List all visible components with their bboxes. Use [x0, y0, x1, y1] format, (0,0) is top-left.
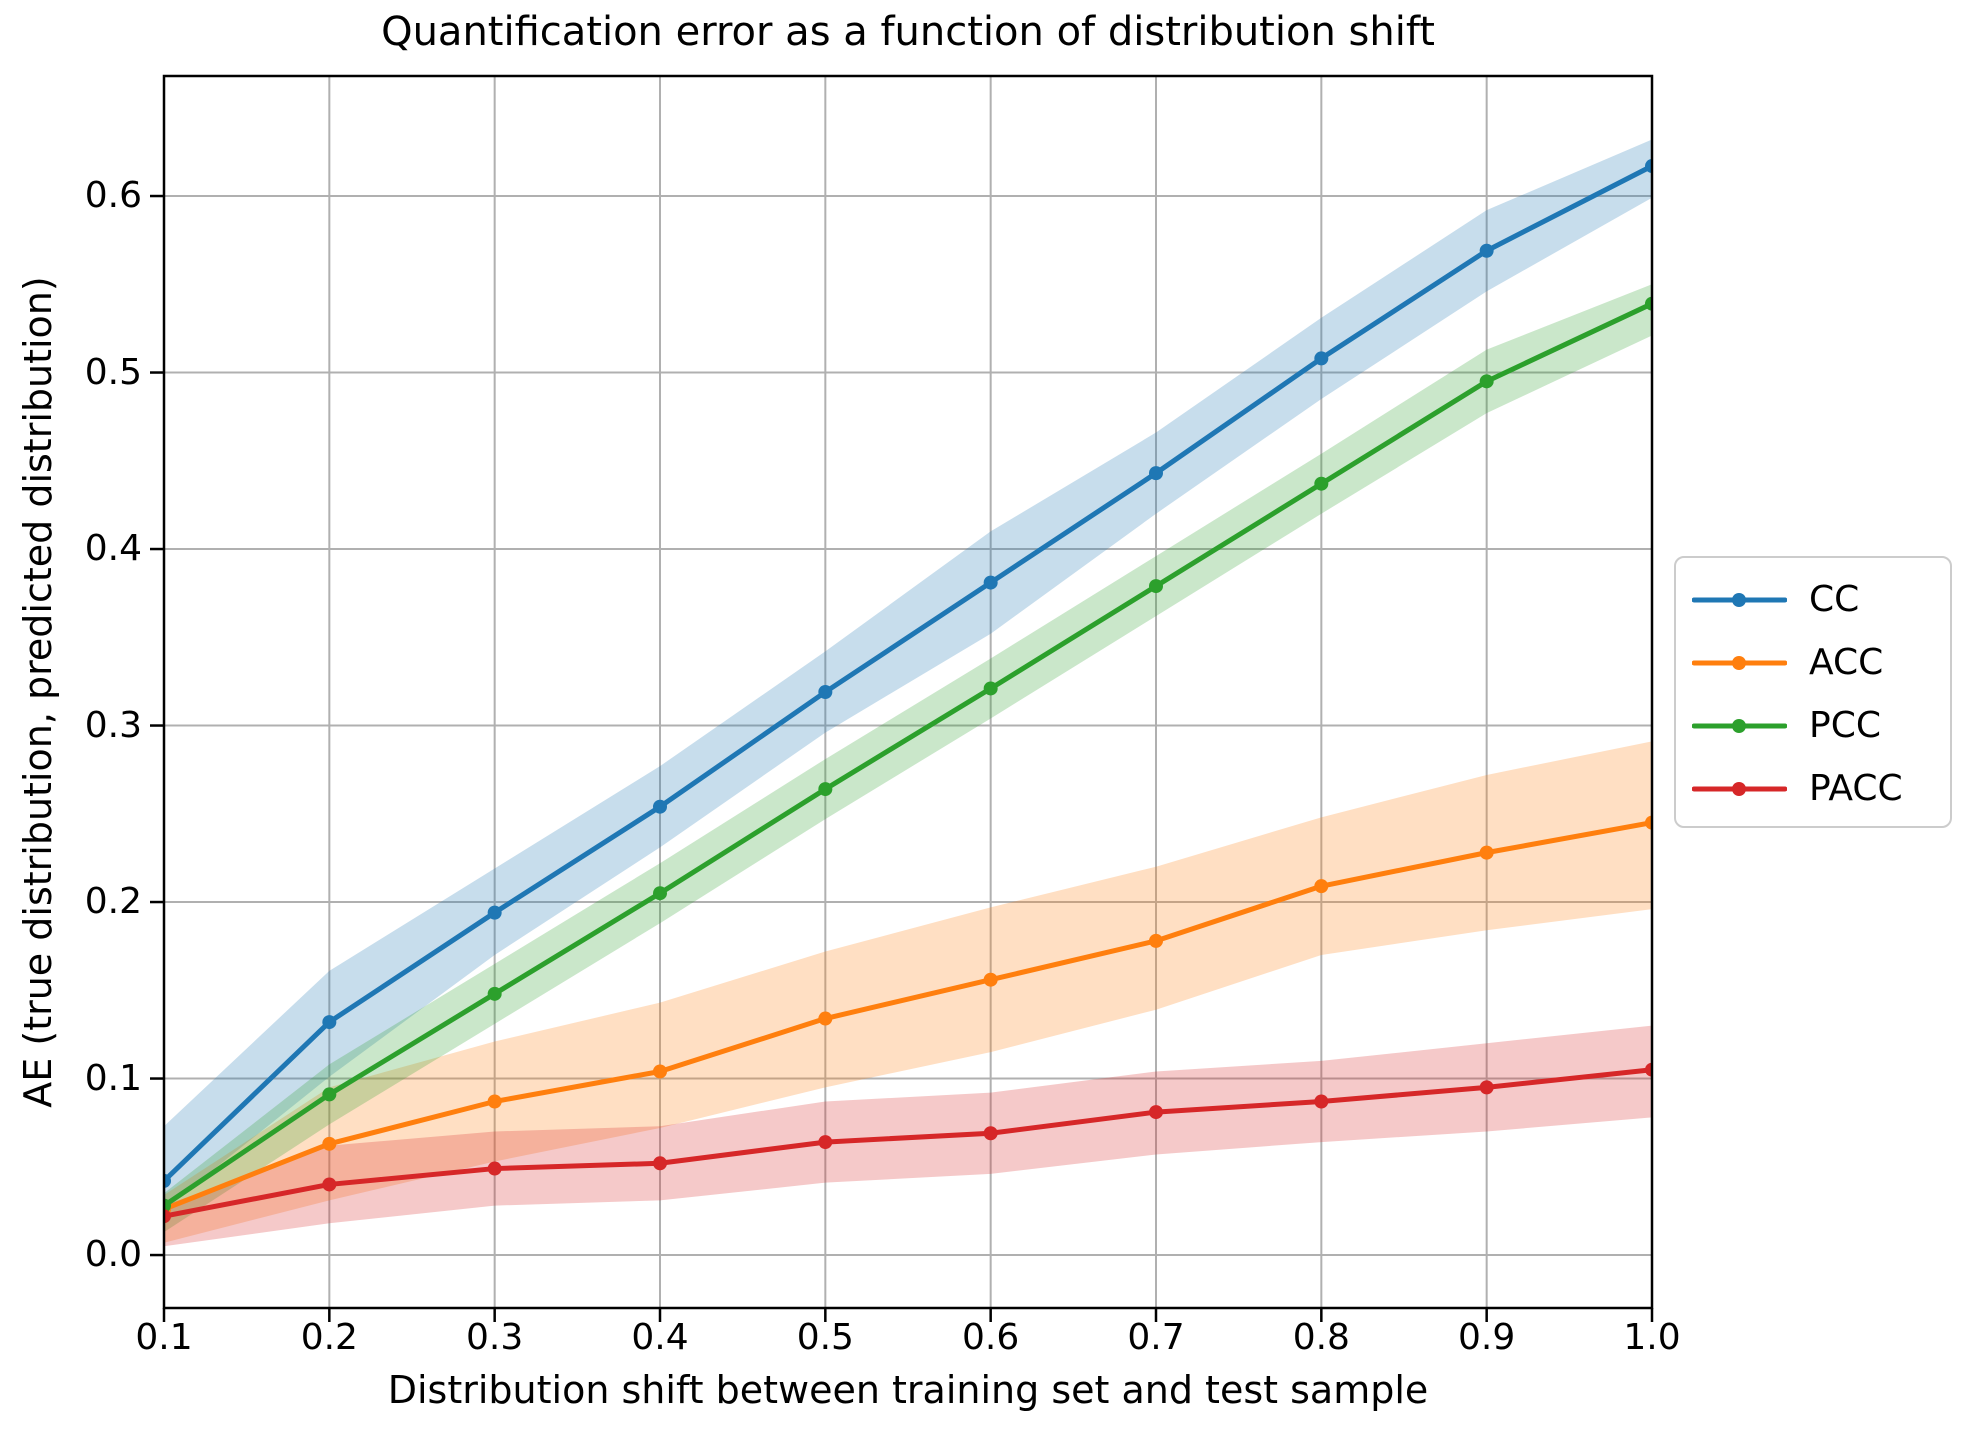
legend-line-sample [1692, 781, 1787, 796]
x-tick-label: 0.2 [300, 1317, 358, 1358]
data-point-ACC [1645, 815, 1652, 830]
data-point-ACC [818, 1011, 833, 1026]
y-tick-label: 0.2 [84, 881, 142, 923]
x-tick-label: 0.3 [466, 1317, 524, 1358]
data-point-CC [818, 685, 833, 699]
data-point-CC [1479, 243, 1494, 258]
data-point-PCC [164, 1198, 171, 1213]
data-point-PACC [983, 1126, 998, 1141]
data-point-PACC [1479, 1080, 1494, 1095]
legend-label: PCC [1809, 705, 1881, 746]
legend-line-sample [1692, 592, 1787, 607]
data-point-CC [653, 799, 667, 814]
series-band-ACC [164, 741, 1652, 1243]
data-point-CC [983, 575, 998, 590]
y-tick-label: 0.5 [84, 351, 142, 393]
series-line-ACC [164, 820, 1652, 1212]
series-band-PCC [164, 284, 1652, 1233]
legend-item-PCC: PCC [1692, 694, 1950, 757]
data-point-ACC [653, 1064, 667, 1079]
data-point-PCC [322, 1087, 337, 1102]
data-point-PACC [1149, 1105, 1163, 1120]
data-point-PACC [1314, 1094, 1329, 1109]
data-point-PCC [818, 782, 833, 797]
x-tick-label: 0.7 [1127, 1317, 1185, 1358]
data-point-PACC [818, 1135, 833, 1150]
legend: CC ACC PCC PACC [1674, 556, 1952, 828]
data-point-PACC [653, 1156, 667, 1171]
legend-item-CC: CC [1692, 568, 1950, 631]
data-point-CC [1314, 351, 1329, 366]
x-axis-label: Distribution shift between training set … [387, 1368, 1429, 1412]
series-line-PACC [164, 1067, 1652, 1219]
axes-spines [162, 74, 1654, 1310]
data-point-PACC [164, 1209, 171, 1224]
legend-label: CC [1809, 579, 1860, 620]
data-point-ACC [1314, 879, 1329, 894]
legend-line-sample [1692, 718, 1787, 733]
x-tick-label: 0.9 [1458, 1317, 1516, 1358]
data-point-ACC [983, 972, 998, 987]
data-point-ACC [1479, 845, 1494, 860]
x-tick-label: 0.4 [631, 1317, 689, 1358]
y-tick-label: 0.4 [84, 528, 142, 570]
plot-area [150, 74, 1654, 1322]
y-tick-label: 0.1 [84, 1057, 142, 1099]
x-tick-label: 0.6 [962, 1317, 1020, 1358]
data-point-CC [1645, 159, 1652, 174]
series-line-PCC [164, 301, 1652, 1209]
x-tick-label: 0.1 [135, 1317, 193, 1358]
data-point-PCC [1479, 374, 1494, 389]
data-point-ACC [322, 1136, 337, 1151]
y-tick-label: 0.3 [84, 704, 142, 746]
data-point-PCC [653, 886, 667, 901]
data-point-ACC [1149, 933, 1163, 948]
y-axis-label: AE (true distribution, predicted distrib… [16, 276, 60, 1108]
data-point-PACC [1645, 1062, 1652, 1077]
legend-item-PACC: PACC [1692, 757, 1950, 820]
data-point-PACC [322, 1177, 337, 1192]
x-tick-label: 0.8 [1292, 1317, 1350, 1358]
data-point-CC [487, 905, 502, 920]
legend-item-ACC: ACC [1692, 631, 1950, 694]
chart-title: Quantification error as a function of di… [381, 9, 1435, 55]
series-band-CC [164, 139, 1652, 1210]
y-tick-label: 0.6 [84, 175, 142, 217]
data-point-CC [322, 1015, 337, 1030]
data-point-PACC [487, 1161, 502, 1176]
legend-label: ACC [1809, 642, 1884, 683]
x-tick-label: 0.5 [796, 1317, 854, 1358]
data-point-CC [1149, 466, 1163, 481]
data-point-ACC [487, 1094, 502, 1109]
data-point-PCC [1149, 579, 1163, 594]
y-tick-label: 0.0 [84, 1234, 142, 1276]
legend-label: PACC [1809, 768, 1903, 809]
x-tick-label: 1.0 [1623, 1317, 1681, 1358]
data-point-PCC [487, 986, 502, 1001]
data-point-PCC [983, 681, 998, 696]
series-line-CC [164, 163, 1652, 1184]
data-point-CC [164, 1173, 171, 1188]
data-point-PCC [1645, 296, 1652, 311]
data-point-PCC [1314, 476, 1329, 491]
legend-line-sample [1692, 655, 1787, 670]
